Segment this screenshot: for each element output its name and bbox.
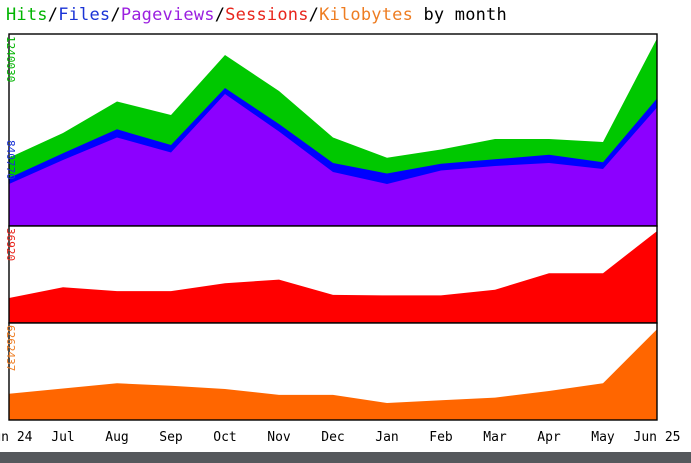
y-axis-label: 36920 [4, 228, 17, 261]
window-bottom-bar [0, 452, 691, 463]
chart-title: Hits/Files/Pageviews/Sessions/Kilobytes … [6, 5, 507, 25]
x-tick-label: May [591, 430, 615, 445]
x-tick-label: Sep [159, 430, 183, 445]
chart-title-part: / [214, 5, 226, 25]
x-tick-label: Oct [213, 430, 236, 445]
x-tick-label: Apr [537, 430, 561, 445]
x-tick-label: Dec [321, 430, 344, 445]
chart-title-part: Files [58, 5, 111, 25]
x-tick-label: Jul [51, 430, 74, 445]
x-tick-label: Jan [375, 430, 398, 445]
chart-title-part: Pageviews [120, 5, 215, 25]
chart-title-part: by month [413, 5, 507, 25]
x-tick-label: Jun 25 [634, 430, 681, 445]
chart-title-part: Sessions [225, 5, 309, 25]
x-tick-label: Mar [483, 430, 507, 445]
chart-title-part: Hits [6, 5, 48, 25]
chart-title-part: / [110, 5, 121, 25]
x-tick-label: Nov [267, 430, 291, 445]
chart-title-part: / [308, 5, 320, 25]
y-axis-label: 6262437 [4, 325, 17, 371]
chart-title-part: / [47, 5, 59, 25]
y-axis-label: 1240030 [4, 36, 17, 82]
x-tick-label: Feb [429, 430, 453, 445]
chart: 1240030 840770 36920 6262437 Jun 24 Jul Aug Sep… [0, 33, 681, 445]
series-area-kilobytes [9, 329, 657, 420]
x-tick-label: Jun 24 [0, 430, 33, 445]
x-tick-label: Aug [105, 430, 128, 445]
series-area-sessions [9, 231, 657, 323]
kilobytes-panel-frame [8, 322, 658, 421]
y-axis-label: 840770 [4, 140, 17, 180]
chart-title-part: Kilobytes [319, 5, 414, 25]
series-area-pageviews [9, 94, 657, 226]
